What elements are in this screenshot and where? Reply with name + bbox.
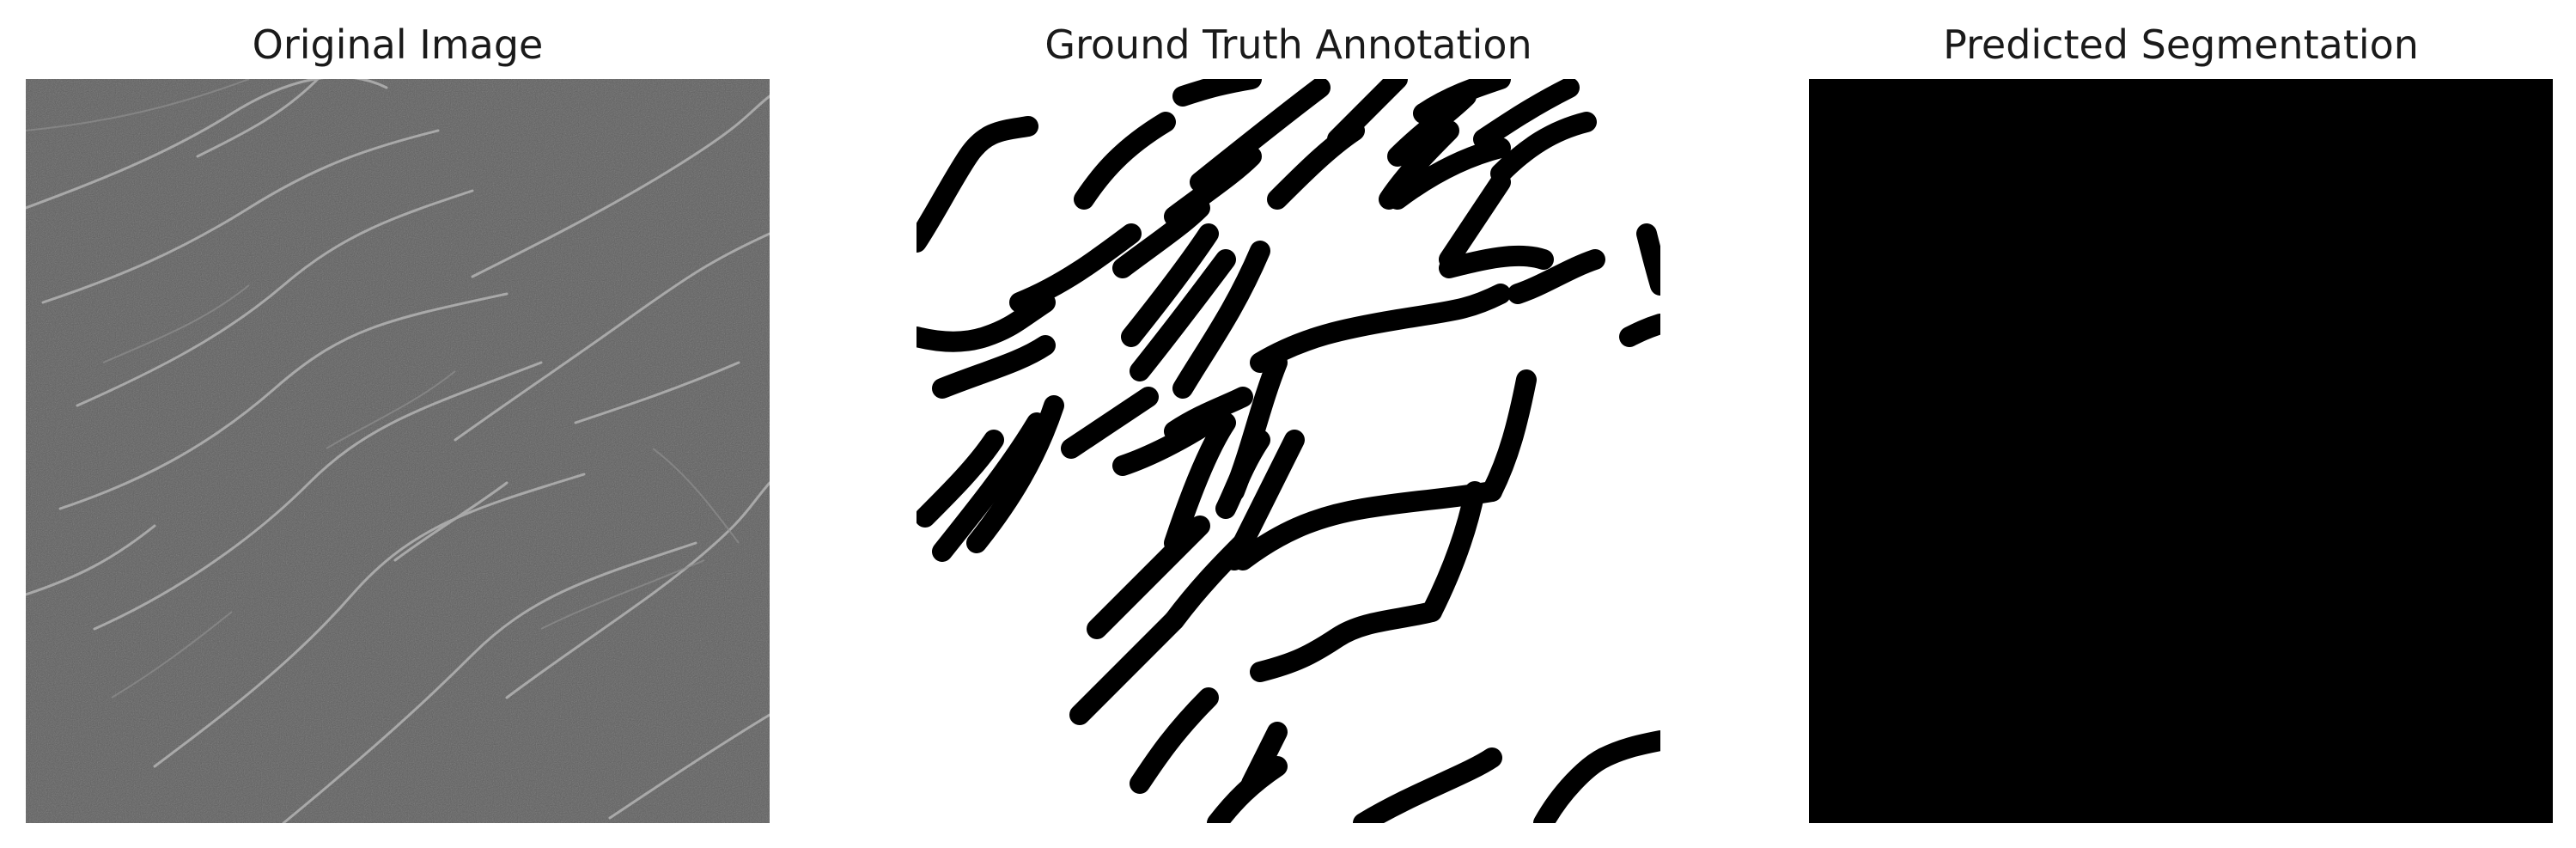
prediction-canvas <box>1809 79 2553 823</box>
ground-truth-canvas <box>917 79 1660 823</box>
ground-truth-mask <box>917 79 1660 823</box>
predicted-segmentation <box>1809 79 2553 823</box>
original-image-title: Original Image <box>252 21 544 68</box>
original-image <box>26 79 770 823</box>
prediction-title: Predicted Segmentation <box>1943 21 2419 68</box>
original-image-canvas <box>26 79 770 823</box>
ground-truth-title: Ground Truth Annotation <box>1044 21 1532 68</box>
